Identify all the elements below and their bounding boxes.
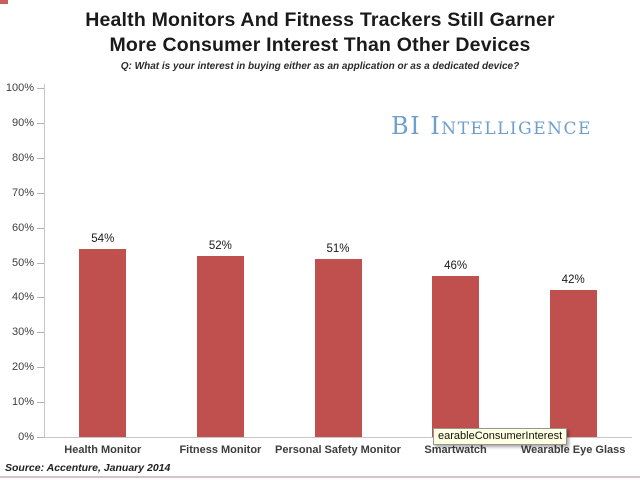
corner-artifact-mark xyxy=(0,0,8,4)
chart-title-line2: More Consumer Interest Than Other Device… xyxy=(109,34,531,56)
y-axis-tick-label: 40% xyxy=(11,291,34,304)
bar-smartwatch[interactable] xyxy=(432,276,480,437)
bar-value-label: 42% xyxy=(561,274,585,287)
bi-intelligence-logo: BI Intelligence xyxy=(391,112,592,140)
x-axis-line xyxy=(44,437,632,438)
y-axis-tick-mark xyxy=(37,262,44,264)
y-axis-tick-label: 0% xyxy=(18,431,34,443)
series-name-tooltip: earableConsumerInterest xyxy=(433,428,568,445)
source-note: Source: Accenture, January 2014 xyxy=(5,462,171,474)
y-axis-tick-mark xyxy=(37,332,44,334)
bar-value-label: 52% xyxy=(208,239,232,252)
y-axis-tick-label: 70% xyxy=(11,186,34,199)
y-axis-line xyxy=(44,84,45,438)
x-axis-category-label: Personal Safety Monitor xyxy=(275,444,401,456)
x-axis-category-label: Health Monitor xyxy=(64,444,142,456)
bar-value-label: 51% xyxy=(326,243,350,255)
bar-personal-safety-monitor[interactable] xyxy=(314,259,362,437)
x-axis-category-label: Smartwatch xyxy=(424,444,487,456)
bar-wearable-eye-glass[interactable] xyxy=(549,290,597,437)
y-axis-tick-label: 100% xyxy=(5,82,34,94)
bar-health-monitor[interactable] xyxy=(79,248,127,437)
y-axis-tick-mark xyxy=(37,437,44,438)
x-axis-category-label: Fitness Monitor xyxy=(179,444,262,456)
y-axis-tick-label: 60% xyxy=(11,221,34,234)
chart-title-line1: Health Monitors And Fitness Trackers Sti… xyxy=(85,9,555,31)
y-axis-tick-label: 80% xyxy=(11,151,34,164)
y-axis-tick-label: 50% xyxy=(11,256,34,269)
y-axis-tick-mark xyxy=(37,122,44,124)
y-axis-tick-mark xyxy=(37,157,44,159)
y-axis-tick-label: 90% xyxy=(11,116,34,129)
y-axis-tick-label: 10% xyxy=(11,396,34,409)
x-axis-category-label: Wearable Eye Glass xyxy=(521,444,626,456)
y-axis-tick-mark xyxy=(37,402,44,404)
y-axis-tick-label: 20% xyxy=(11,361,34,374)
y-axis-tick-mark xyxy=(37,227,44,229)
y-axis-tick-label: 30% xyxy=(11,326,34,339)
y-axis-tick-mark xyxy=(37,88,44,89)
y-axis-tick-mark xyxy=(37,192,44,194)
bar-fitness-monitor[interactable] xyxy=(196,255,244,437)
y-axis-tick-mark xyxy=(37,367,44,369)
bottom-divider-line xyxy=(0,476,640,478)
chart-subtitle: Q: What is your interest in buying eithe… xyxy=(120,61,520,72)
bar-value-label: 54% xyxy=(91,232,115,245)
bar-value-label: 46% xyxy=(444,260,468,273)
y-axis-tick-mark xyxy=(37,297,44,299)
